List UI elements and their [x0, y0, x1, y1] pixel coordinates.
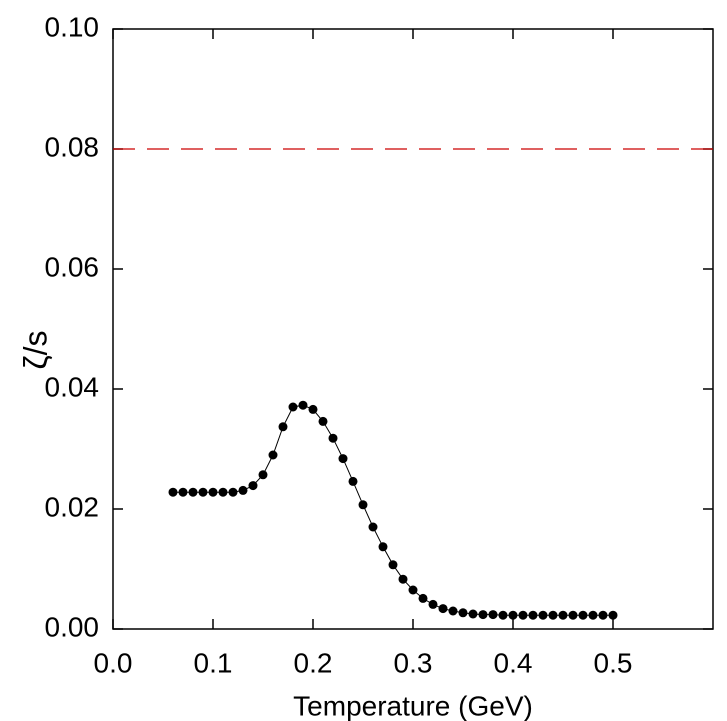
data-point — [348, 476, 358, 486]
data-point — [268, 450, 278, 460]
data-point — [288, 402, 298, 412]
data-point — [278, 422, 288, 432]
data-point — [318, 416, 328, 426]
data-point — [208, 487, 218, 497]
data-point — [368, 522, 378, 532]
y-tick-label: 0.10 — [45, 11, 100, 42]
data-point — [568, 610, 578, 620]
y-tick-label: 0.02 — [45, 491, 100, 522]
y-tick-label: 0.08 — [45, 131, 100, 162]
data-point — [258, 470, 268, 480]
data-point — [168, 487, 178, 497]
data-point — [598, 610, 608, 620]
data-point — [578, 610, 588, 620]
x-tick-label: 0.4 — [494, 647, 533, 678]
data-point — [218, 487, 228, 497]
data-point — [588, 610, 598, 620]
data-point — [188, 487, 198, 497]
data-point — [198, 487, 208, 497]
data-point — [558, 610, 568, 620]
data-point — [608, 610, 618, 620]
data-point — [428, 599, 438, 609]
y-tick-label: 0.04 — [45, 371, 100, 402]
x-tick-label: 0.2 — [294, 647, 333, 678]
data-point — [398, 574, 408, 584]
data-point — [178, 487, 188, 497]
y-tick-label: 0.06 — [45, 251, 100, 282]
data-point — [358, 500, 368, 510]
data-point — [328, 433, 338, 443]
data-point — [388, 560, 398, 570]
y-tick-label: 0.00 — [45, 611, 100, 642]
data-point — [548, 610, 558, 620]
data-point — [488, 610, 498, 620]
data-point — [238, 485, 248, 495]
data-point — [228, 487, 238, 497]
x-tick-label: 0.5 — [594, 647, 633, 678]
data-point — [458, 608, 468, 618]
data-point — [438, 604, 448, 614]
data-point — [528, 610, 538, 620]
x-tick-label: 0.1 — [194, 647, 233, 678]
data-point — [378, 542, 388, 552]
data-point — [468, 609, 478, 619]
plot-frame — [112, 28, 714, 630]
data-point — [498, 610, 508, 620]
y-axis-label: ζ/s — [17, 331, 53, 370]
data-point — [248, 481, 258, 491]
data-point — [308, 404, 318, 414]
x-tick-label: 0.3 — [394, 647, 433, 678]
data-point — [478, 610, 488, 620]
x-axis-label: Temperature (GeV) — [293, 690, 533, 721]
data-point — [338, 454, 348, 464]
data-point — [518, 610, 528, 620]
data-point — [298, 400, 308, 410]
data-point — [418, 593, 428, 603]
data-point — [508, 610, 518, 620]
series-line — [173, 404, 613, 616]
data-point — [408, 585, 418, 595]
x-tick-label: 0.0 — [94, 647, 133, 678]
data-point — [538, 610, 548, 620]
data-point — [448, 606, 458, 616]
